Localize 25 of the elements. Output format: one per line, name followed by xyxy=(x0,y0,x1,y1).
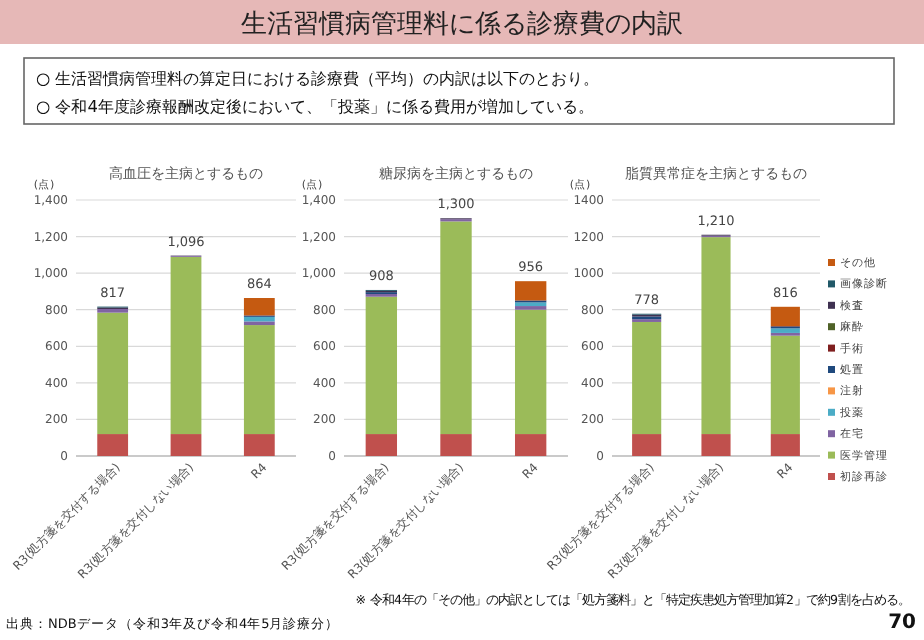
bar xyxy=(632,321,662,435)
bar xyxy=(701,237,731,435)
bar xyxy=(243,325,275,435)
bar xyxy=(170,434,202,456)
bar xyxy=(243,434,275,456)
bar xyxy=(440,221,472,435)
bar xyxy=(97,434,129,456)
bar xyxy=(514,309,547,435)
bar xyxy=(770,306,800,327)
bar xyxy=(97,312,129,435)
bar xyxy=(243,298,275,316)
bar xyxy=(514,434,547,456)
bar xyxy=(701,434,731,456)
bar xyxy=(440,434,472,456)
text: ○ 令和4年度診療報酬改定後において、「投薬」に係る費用が増加している。 xyxy=(36,96,594,116)
bar xyxy=(365,296,398,435)
bar xyxy=(170,256,202,435)
text: ○ 生活習慣病管理料の算定日における診療費（平均）の内訳は以下のとおり。 xyxy=(36,68,600,88)
text: 生活習慣病管理料に係る診療費の内訳 xyxy=(241,10,683,40)
bar xyxy=(770,335,800,435)
bar xyxy=(365,434,398,456)
bar xyxy=(514,281,547,301)
bar xyxy=(770,434,800,456)
bar xyxy=(632,434,662,456)
text: 70 xyxy=(888,612,917,634)
